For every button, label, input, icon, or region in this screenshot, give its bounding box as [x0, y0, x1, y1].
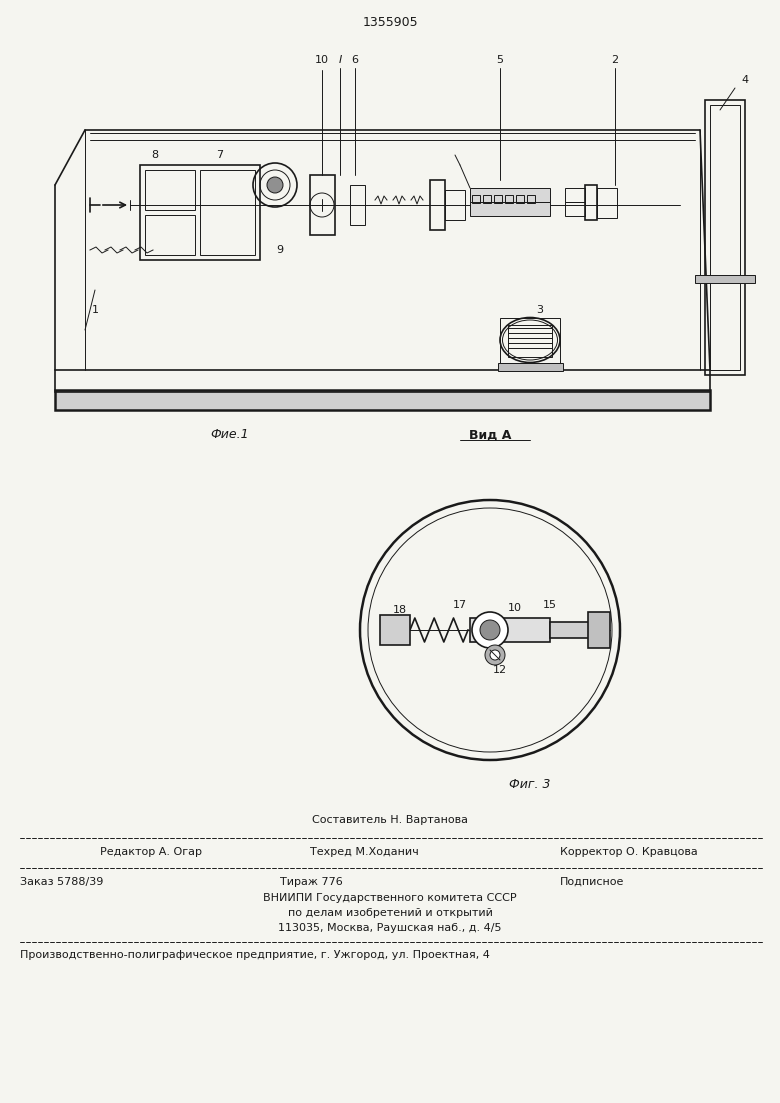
Text: 5: 5	[497, 55, 504, 65]
Bar	[498, 363, 563, 371]
Bar	[55, 390, 710, 410]
Bar	[527, 195, 535, 203]
Bar	[505, 195, 513, 203]
Text: 9: 9	[276, 245, 284, 255]
Text: 1: 1	[91, 306, 98, 315]
Bar	[483, 195, 491, 203]
Circle shape	[490, 650, 500, 660]
Text: 7: 7	[216, 150, 224, 160]
Text: 4: 4	[742, 75, 749, 85]
Text: 15: 15	[543, 600, 557, 610]
Bar	[597, 188, 617, 218]
Text: Тираж 776: Тираж 776	[280, 877, 342, 887]
Text: 2: 2	[612, 55, 619, 65]
Text: 8: 8	[151, 150, 158, 160]
Text: 113035, Москва, Раушская наб., д. 4/5: 113035, Москва, Раушская наб., д. 4/5	[278, 923, 502, 933]
Text: Техред М.Ходанич: Техред М.Ходанич	[310, 847, 419, 857]
Text: Составитель Н. Вартанова: Составитель Н. Вартанова	[312, 815, 468, 825]
Bar	[430, 180, 445, 231]
Bar	[140, 165, 260, 260]
Text: 10: 10	[508, 603, 522, 613]
Bar	[588, 612, 610, 647]
Bar	[145, 170, 195, 210]
Text: ВНИИПИ Государственного комитета СССР: ВНИИПИ Государственного комитета СССР	[263, 893, 517, 903]
Bar	[470, 188, 550, 202]
Bar	[565, 202, 585, 216]
Bar	[310, 175, 335, 235]
Bar	[516, 195, 524, 203]
Bar	[200, 170, 255, 255]
Text: Производственно-полиграфическое предприятие, г. Ужгород, ул. Проектная, 4: Производственно-полиграфическое предприя…	[20, 950, 490, 960]
Text: Заказ 5788/39: Заказ 5788/39	[20, 877, 104, 887]
Text: 17: 17	[453, 600, 467, 610]
Text: Вид А: Вид А	[469, 428, 511, 441]
Text: 18: 18	[393, 606, 407, 615]
Bar	[350, 185, 365, 225]
Text: Подписное: Подписное	[560, 877, 624, 887]
Circle shape	[472, 612, 508, 647]
Bar	[494, 195, 502, 203]
Text: 10: 10	[315, 55, 329, 65]
Text: по делам изобретений и открытий: по делам изобретений и открытий	[288, 908, 492, 918]
Text: Фиг. 3: Фиг. 3	[509, 779, 551, 792]
Bar	[500, 318, 560, 363]
Text: 12: 12	[493, 665, 507, 675]
Text: 1355905: 1355905	[362, 15, 418, 29]
Bar	[710, 105, 740, 370]
Bar	[550, 622, 590, 638]
Text: Фие.1: Фие.1	[211, 428, 250, 441]
Bar	[380, 615, 410, 645]
Bar	[472, 195, 480, 203]
Bar	[565, 188, 585, 202]
Text: I: I	[339, 55, 342, 65]
Text: 6: 6	[352, 55, 359, 65]
Text: Корректор О. Кравцова: Корректор О. Кравцова	[560, 847, 698, 857]
Text: 3: 3	[537, 306, 544, 315]
Circle shape	[485, 645, 505, 665]
Bar	[445, 190, 465, 219]
Bar	[705, 100, 745, 375]
Text: Редактор А. Огар: Редактор А. Огар	[100, 847, 202, 857]
Bar	[55, 370, 710, 392]
Bar	[145, 215, 195, 255]
Bar	[470, 202, 550, 216]
Circle shape	[480, 620, 500, 640]
Circle shape	[267, 176, 283, 193]
Bar	[585, 185, 597, 219]
Bar	[695, 275, 755, 283]
Bar	[470, 618, 550, 642]
Bar	[508, 325, 552, 357]
